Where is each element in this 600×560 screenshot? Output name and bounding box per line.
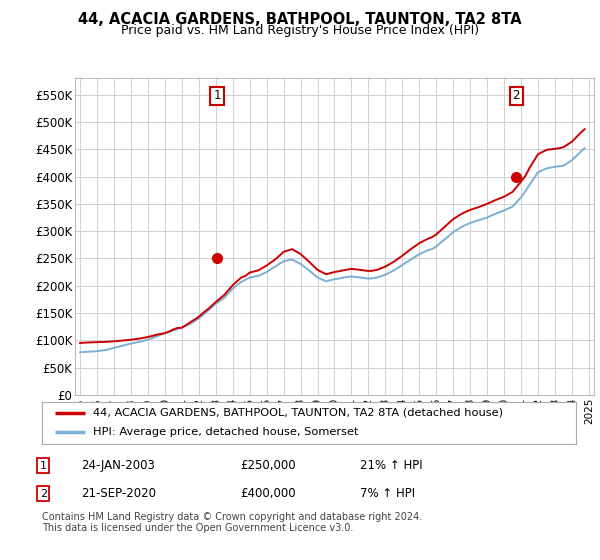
Text: HPI: Average price, detached house, Somerset: HPI: Average price, detached house, Some… [93, 427, 358, 437]
Text: 44, ACACIA GARDENS, BATHPOOL, TAUNTON, TA2 8TA (detached house): 44, ACACIA GARDENS, BATHPOOL, TAUNTON, T… [93, 408, 503, 418]
Text: 2: 2 [40, 489, 47, 499]
Text: 1: 1 [213, 90, 221, 102]
Text: 44, ACACIA GARDENS, BATHPOOL, TAUNTON, TA2 8TA: 44, ACACIA GARDENS, BATHPOOL, TAUNTON, T… [78, 12, 522, 27]
Text: Contains HM Land Registry data © Crown copyright and database right 2024.: Contains HM Land Registry data © Crown c… [42, 512, 422, 522]
Text: Price paid vs. HM Land Registry's House Price Index (HPI): Price paid vs. HM Land Registry's House … [121, 24, 479, 36]
Text: 7% ↑ HPI: 7% ↑ HPI [360, 487, 415, 501]
Text: 24-JAN-2003: 24-JAN-2003 [81, 459, 155, 473]
Text: 21-SEP-2020: 21-SEP-2020 [81, 487, 156, 501]
Text: 2: 2 [512, 90, 520, 102]
Text: £250,000: £250,000 [240, 459, 296, 473]
Text: 1: 1 [40, 461, 47, 471]
Text: £400,000: £400,000 [240, 487, 296, 501]
Text: 21% ↑ HPI: 21% ↑ HPI [360, 459, 422, 473]
Text: This data is licensed under the Open Government Licence v3.0.: This data is licensed under the Open Gov… [42, 523, 353, 533]
